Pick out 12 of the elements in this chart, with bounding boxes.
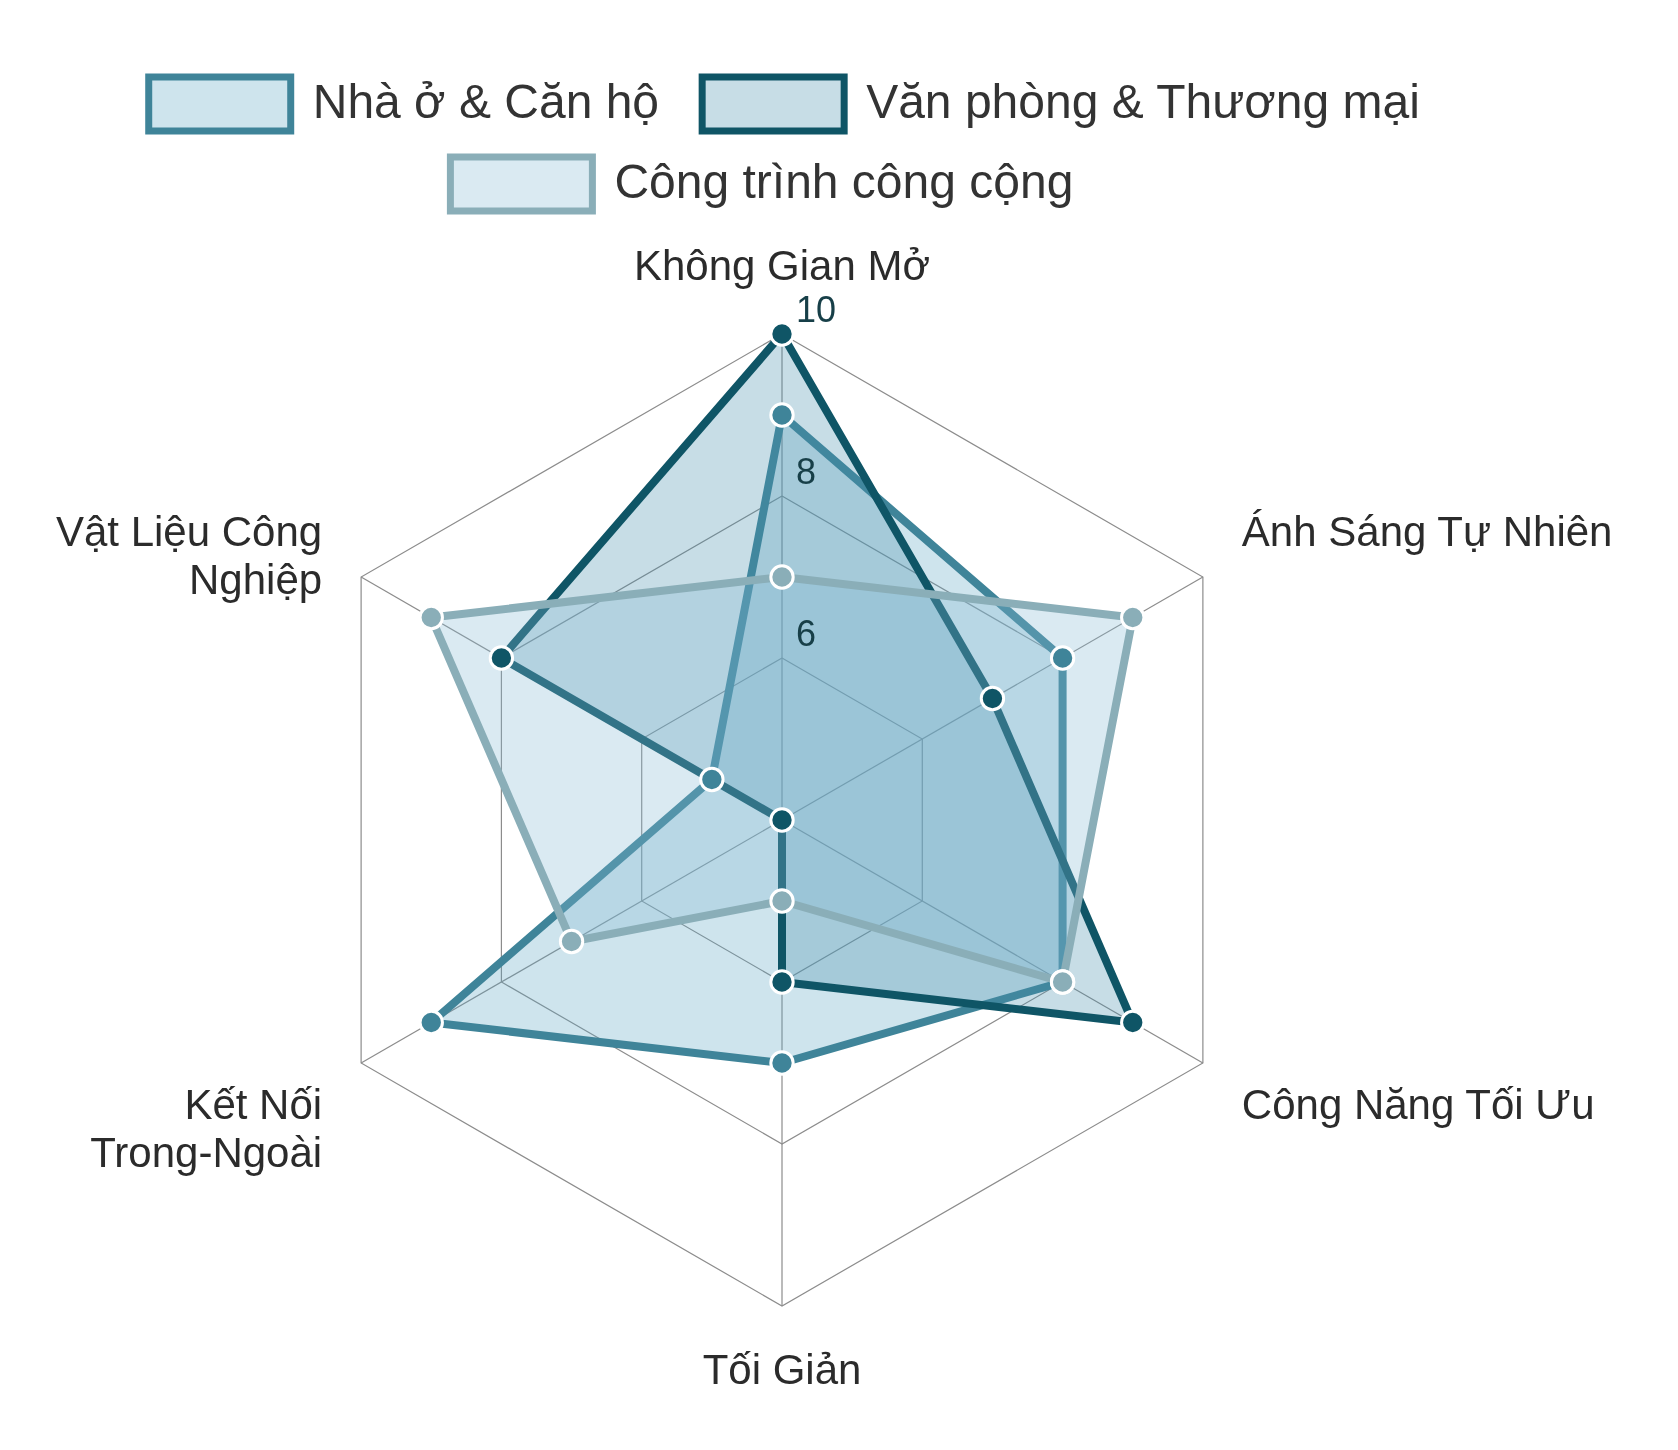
spoke-label: Không Gian Mở — [633, 242, 931, 289]
legend-label: Công trình công cộng — [614, 155, 1074, 208]
spoke-label: Ánh Sáng Tự Nhiên — [1241, 507, 1613, 555]
y-tick-label: 8 — [796, 451, 817, 492]
y-tick-label: 6 — [796, 613, 817, 654]
spoke-label: Vật Liệu Công Nghiệp — [55, 507, 323, 603]
legend-label: Nhà ở & Căn hộ — [312, 75, 660, 128]
spoke-label: Công Năng Tối Ưu — [1241, 1080, 1595, 1128]
legend-label: Văn phòng & Thương mại — [866, 75, 1420, 128]
spoke-label: Kết Nối Trong-Ngoài — [90, 1080, 323, 1176]
y-tick-label: 10 — [796, 289, 837, 330]
spoke-label: Tối Giản — [702, 1346, 862, 1393]
